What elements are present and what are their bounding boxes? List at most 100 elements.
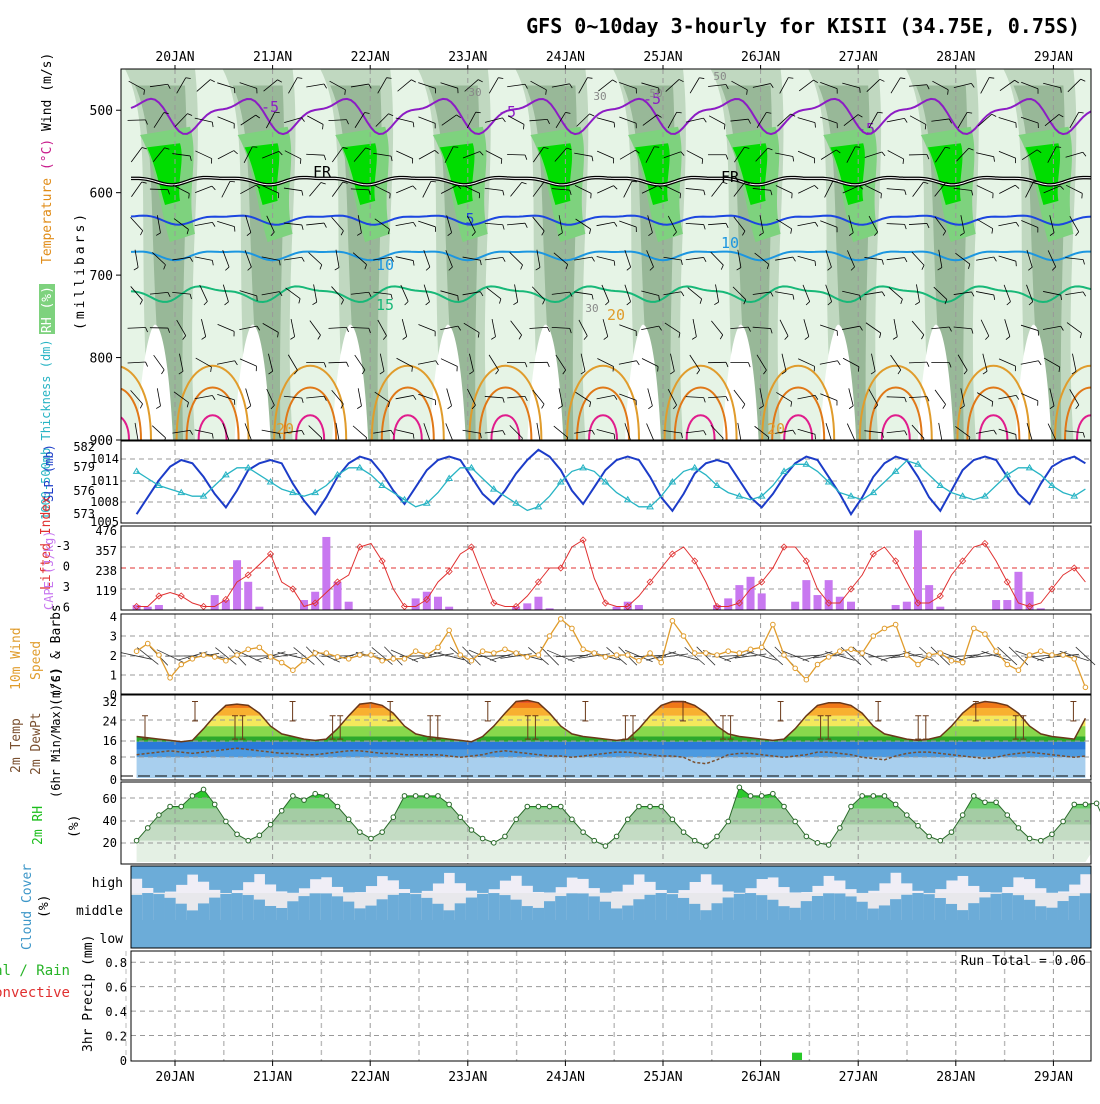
wind-speed-marker [737, 651, 742, 656]
cloud-mid-bar [243, 895, 255, 920]
cloud-high-bar [1035, 866, 1047, 888]
wind-speed-marker [748, 647, 753, 652]
precip-panel: 0.80.60.40.20 Run Total = 0.06 Total / R… [0, 935, 1100, 1068]
date-label-top: 28JAN [936, 50, 975, 65]
wind-speed-marker [927, 653, 932, 658]
wind-speed-marker [1072, 657, 1077, 662]
cloud-mid-bar [388, 895, 400, 920]
wind-speed-marker [1016, 668, 1021, 673]
wind-axis-label-2: Speed [29, 641, 44, 680]
cloud-high-bar [946, 866, 958, 880]
wind-speed-marker [882, 626, 887, 631]
cloud-high-bar [343, 866, 355, 892]
cloud-high-bar [254, 866, 266, 874]
date-label-bottom: 22JAN [351, 1070, 390, 1085]
cloud-mid-bar [1035, 906, 1047, 920]
cloud-high-bar [778, 866, 790, 887]
cloud-mid-bar [890, 899, 902, 920]
slp-axis-label: SLP (mb) [42, 444, 56, 502]
date-label-bottom: 24JAN [546, 1070, 585, 1085]
cloud-high-bar [767, 866, 779, 877]
wind-speed-marker [860, 651, 865, 656]
wind-speed-marker [358, 653, 363, 658]
precip-bar [792, 1053, 802, 1060]
wind-speed-marker [570, 626, 575, 631]
cloud-mid-bar [1080, 893, 1092, 920]
upper-wind-barb-flag [1034, 181, 1039, 182]
cloud-high-bar [153, 866, 165, 893]
cloud-mid-bar [845, 896, 857, 920]
precip-panel-background [131, 951, 1091, 1061]
wind-speed-marker [681, 634, 686, 639]
cloud-high-bar [131, 866, 143, 879]
temp-axis-label-3: (6hr Min/Max) (°C) [49, 668, 63, 798]
precip-tick: 0.2 [105, 1030, 127, 1044]
rh2m-marker [1016, 826, 1021, 831]
cloud-high-bar [566, 866, 578, 878]
rh2m-marker [179, 804, 184, 809]
wind-speed-marker [849, 647, 854, 652]
isotherm-label: FR [721, 168, 740, 186]
cape-bar [992, 600, 1000, 610]
wind-speed-marker [815, 662, 820, 667]
temp-tick: 16 [103, 734, 117, 748]
wind-speed-marker [291, 668, 296, 673]
wind-speed-marker [1027, 653, 1032, 658]
cloud-high-bar [321, 866, 333, 877]
cloud-high-bar [578, 866, 590, 879]
precip-tick: 0.4 [105, 1005, 127, 1019]
rh2m-marker [1083, 802, 1088, 807]
wind-speed-marker [893, 622, 898, 627]
cape-bar [635, 605, 643, 610]
rh2m-marker [391, 815, 396, 820]
cloud-high-bar [812, 866, 824, 886]
cape-bar [847, 602, 855, 610]
cape-bar [814, 595, 822, 610]
cloud-high-bar [455, 866, 467, 883]
wind-speed-marker [670, 619, 675, 624]
rh-contour-label: 30 [593, 90, 606, 103]
cloud-mid-bar [209, 898, 221, 920]
upper-air-axis-label: RH (%) Temperature (°C) Wind (m/s) (mill… [39, 53, 88, 334]
cloud-high-bar [589, 866, 601, 888]
cloud-mid-bar [499, 895, 511, 920]
cloud-high-bar [421, 866, 433, 891]
cape-bar [155, 605, 163, 610]
wind-speed-marker [391, 657, 396, 662]
cloud-high-bar [243, 866, 255, 882]
wind-speed-marker [346, 657, 351, 662]
rh-contour-label: 50 [713, 70, 726, 83]
cloud-mid-bar [1046, 908, 1058, 920]
rh2m-marker [190, 794, 195, 799]
isotherm-label: FR [313, 163, 332, 181]
rh2m-marker [994, 800, 999, 805]
cloud-high-bar [332, 866, 344, 887]
cape-tick: 357 [95, 544, 117, 558]
pressure-tick-label: 600 [90, 187, 113, 202]
cape-bar [523, 603, 531, 610]
cloud-mid-bar [410, 894, 422, 920]
rh2m-marker [168, 804, 173, 809]
cape-bar [244, 582, 252, 610]
rh2m-marker [447, 802, 452, 807]
rh2m-marker [681, 830, 686, 835]
wind-speed-marker [971, 626, 976, 631]
cloud-high-bar [879, 866, 891, 883]
rh2m-marker [704, 844, 709, 849]
rh2m-marker [793, 819, 798, 824]
cape-axis-label: CAPE (J/kg) [42, 531, 56, 610]
pressure-tick-label: 800 [90, 352, 113, 367]
chart-title: GFS 0~10day 3-hourly for KISII (34.75E, … [526, 14, 1080, 38]
rh-contour-label: 50 [649, 87, 662, 100]
cape-bar [758, 593, 766, 610]
rh2m-marker [235, 832, 240, 837]
rh2m-marker [815, 841, 820, 846]
cloud-high-bar [957, 866, 969, 876]
rh2m-marker [771, 791, 776, 796]
date-label-bottom: 27JAN [839, 1070, 878, 1085]
cloud-mid-bar [377, 899, 389, 920]
temp-band [121, 742, 1091, 750]
cloud-high-bar [868, 866, 880, 891]
cloud-high-bar [622, 866, 634, 885]
